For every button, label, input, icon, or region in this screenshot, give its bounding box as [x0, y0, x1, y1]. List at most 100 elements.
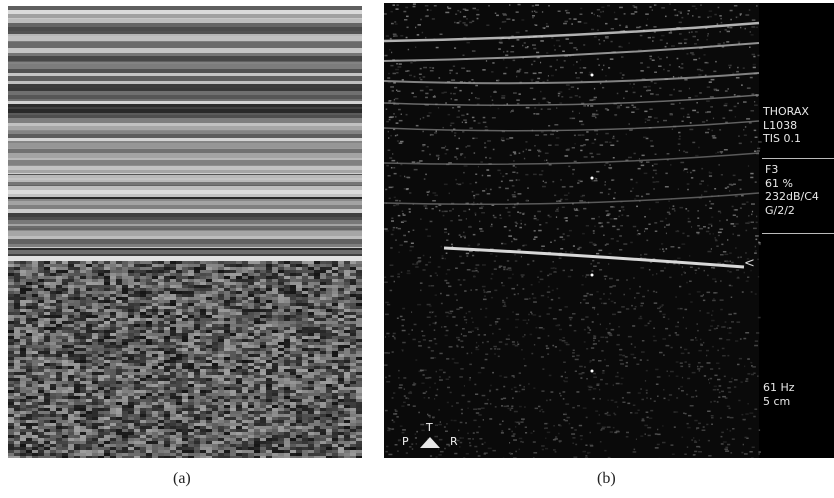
m-mode-band [8, 213, 362, 217]
m-mode-band [8, 41, 362, 42]
m-mode-band [8, 138, 362, 141]
m-mode-band [8, 149, 362, 153]
m-mode-band [8, 158, 362, 160]
info-settings: F3 61 % 232dB/C4 G/2/2 [765, 163, 819, 217]
m-mode-band [8, 190, 362, 194]
m-mode-band [8, 31, 362, 34]
m-mode-band [8, 254, 362, 255]
m-mode-image [8, 6, 362, 458]
m-mode-band [8, 118, 362, 123]
m-mode-band [8, 173, 362, 174]
m-mode-band [8, 226, 362, 228]
orientation-triangle-icon [420, 437, 440, 448]
m-mode-band [8, 19, 362, 23]
m-mode-band [8, 48, 362, 53]
pleural-line [443, 246, 745, 269]
m-mode-band [8, 18, 362, 19]
m-mode-band [8, 166, 362, 170]
m-mode-band [8, 88, 362, 91]
m-mode-band [8, 236, 362, 239]
m-mode-band [8, 42, 362, 46]
info-preset: THORAX L1038 TIS 0.1 [763, 105, 809, 146]
m-mode-band [8, 126, 362, 130]
m-mode-band [8, 141, 362, 143]
m-mode-band [8, 170, 362, 173]
m-mode-band [8, 53, 362, 56]
orientation-right-label: R [450, 435, 458, 448]
m-mode-band [8, 230, 362, 231]
m-mode-band [8, 148, 362, 149]
tissue-layer [384, 152, 760, 165]
m-mode-band [8, 209, 362, 213]
m-mode-band [8, 217, 362, 220]
m-mode-band [8, 23, 362, 27]
m-mode-band [8, 36, 362, 41]
depth-marker [590, 73, 594, 77]
tissue-layer [384, 94, 760, 106]
m-mode-band [8, 194, 362, 197]
m-mode-band [8, 34, 362, 36]
m-mode-band [8, 174, 362, 175]
m-mode-band [8, 228, 362, 230]
m-mode-band [8, 201, 362, 205]
m-mode-band [8, 199, 362, 201]
m-mode-band [8, 73, 362, 76]
m-mode-band [8, 244, 362, 247]
m-mode-band [8, 185, 362, 186]
m-mode-band [8, 224, 362, 226]
depth-marker [590, 369, 594, 373]
m-mode-band [8, 186, 362, 190]
info-tis-line: TIS 0.1 [763, 132, 801, 145]
m-mode-band [8, 197, 362, 199]
m-mode-band [8, 99, 362, 101]
m-mode-band [8, 239, 362, 244]
m-mode-band [8, 6, 362, 10]
m-mode-band [8, 248, 362, 250]
m-mode-band [8, 14, 362, 18]
m-mode-band [8, 76, 362, 81]
tissue-layer [384, 192, 760, 205]
info-frame: 61 Hz 5 cm [763, 381, 795, 408]
m-mode-band [8, 231, 362, 236]
info-frame-rate-line: 61 Hz [763, 381, 795, 394]
m-mode-band [8, 69, 362, 73]
m-mode-band [8, 182, 362, 185]
m-mode-band [8, 255, 362, 256]
depth-marker [590, 273, 594, 277]
m-mode-band [8, 153, 362, 158]
caption-a: (a) [173, 470, 191, 487]
m-mode-band [8, 46, 362, 48]
m-mode-band [8, 165, 362, 166]
tissue-layer [384, 42, 760, 62]
m-mode-band [8, 180, 362, 182]
m-mode-band [8, 113, 362, 115]
info-divider-bottom [762, 233, 834, 234]
m-mode-band [8, 220, 362, 224]
m-mode-band [8, 143, 362, 148]
focus-marker-icon: < [744, 256, 755, 271]
tissue-layer [384, 120, 760, 132]
b-mode-image: THORAX L1038 TIS 0.1 F3 61 % 232dB/C4 G/… [384, 3, 834, 458]
caption-b: (b) [597, 470, 616, 487]
info-divider-top [762, 158, 834, 159]
info-frequency-line: F3 [765, 163, 779, 176]
m-mode-band [8, 62, 362, 64]
m-mode-band [8, 56, 362, 61]
m-mode-band [8, 205, 362, 209]
info-preset-line: THORAX [763, 105, 809, 118]
m-mode-band [8, 95, 362, 99]
m-mode-band [8, 130, 362, 131]
info-depth-line: 5 cm [763, 394, 791, 408]
m-mode-band [8, 115, 362, 118]
m-mode-band [8, 61, 362, 62]
m-mode-band [8, 107, 362, 109]
m-mode-band [8, 134, 362, 138]
m-mode-band [8, 123, 362, 126]
info-dynamic-range-line: 232dB/C4 [765, 190, 819, 203]
m-mode-band [8, 247, 362, 248]
m-mode-canvas [8, 6, 362, 458]
tissue-layer [384, 21, 760, 43]
info-probe-line: L1038 [763, 118, 798, 132]
info-gain-line: G/2/2 [765, 203, 795, 217]
m-mode-band [8, 101, 362, 104]
